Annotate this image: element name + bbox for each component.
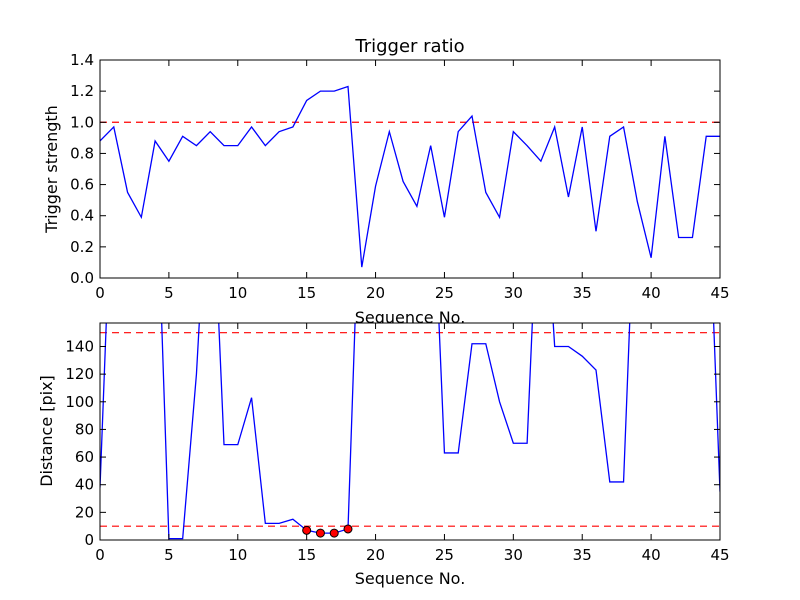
top-y-axis-label: Trigger strength xyxy=(42,105,61,234)
top-x-tick-label-6: 30 xyxy=(504,284,523,302)
bot-highlight-point-3 xyxy=(343,524,353,534)
top-y-tick-label-5: 1.0 xyxy=(70,113,94,131)
bot-x-tick-label-8: 40 xyxy=(642,546,661,564)
bottom-series-group xyxy=(100,323,720,540)
bot-x-tick-label-4: 20 xyxy=(366,546,385,564)
top-y-tick-label-0: 0.0 xyxy=(70,269,94,287)
bot-y-tick-label-5: 100 xyxy=(65,393,94,411)
top-y-tick-label-1: 0.2 xyxy=(70,238,94,256)
top-series-group xyxy=(100,85,720,268)
top-y-tick-label-6: 1.2 xyxy=(70,82,94,100)
bot-x-tick-label-7: 35 xyxy=(573,546,592,564)
bottom-plot-area xyxy=(100,323,720,540)
bot-y-tick-label-6: 120 xyxy=(65,365,94,383)
top-y-tick-label-3: 0.6 xyxy=(70,176,94,194)
bot-x-tick-label-6: 30 xyxy=(504,546,523,564)
bot-y-tick-label-3: 60 xyxy=(75,448,94,466)
bot-x-tick-label-9: 45 xyxy=(710,546,729,564)
top-x-tick-label-0: 0 xyxy=(95,284,105,302)
top-x-tick-label-9: 45 xyxy=(710,284,729,302)
top-x-tick-label-3: 15 xyxy=(297,284,316,302)
bottom-y-ticks: 0 20 40 60 80 100 120 140 xyxy=(65,337,720,549)
top-x-tick-label-1: 5 xyxy=(164,284,174,302)
bot-highlight-point-2 xyxy=(329,528,339,538)
top-y-tick-label-4: 0.8 xyxy=(70,144,94,162)
bot-y-tick-label-4: 80 xyxy=(75,420,94,438)
top-plot-area xyxy=(100,60,720,278)
top-y-tick-label-2: 0.4 xyxy=(70,207,94,225)
bot-x-tick-label-3: 15 xyxy=(297,546,316,564)
top-x-tick-label-4: 20 xyxy=(366,284,385,302)
top-x-tick-label-8: 40 xyxy=(642,284,661,302)
bottom-x-ticks: 0 5 10 15 20 25 30 35 40 45 xyxy=(95,323,730,564)
bot-x-tick-label-2: 10 xyxy=(228,546,247,564)
top-y-tick-label-7: 1.4 xyxy=(70,51,94,69)
bot-y-tick-label-1: 20 xyxy=(75,503,94,521)
bottom-axes-frame xyxy=(99,322,721,541)
trigger-ratio-chart: Trigger ratio 0 5 10 15 20 25 30 35 40 45 0.00.20… xyxy=(42,36,730,327)
bot-x-tick-label-5: 25 xyxy=(435,546,454,564)
bot-x-tick-label-1: 5 xyxy=(164,546,174,564)
bottom-threshold-lines xyxy=(100,332,720,527)
bot-x-tick-label-0: 0 xyxy=(95,546,105,564)
bot-highlight-point-1 xyxy=(315,528,325,538)
top-x-axis-label: Sequence No. xyxy=(355,308,466,327)
top-x-tick-label-7: 35 xyxy=(573,284,592,302)
bot-y-tick-label-7: 140 xyxy=(65,337,94,355)
top-axes-frame xyxy=(99,59,721,279)
bot-series-line-0 xyxy=(100,323,720,540)
top-x-tick-label-5: 25 xyxy=(435,284,454,302)
distance-chart: 0 5 10 15 20 25 30 35 40 45 0 20 40 60 80 100 120 140 Se… xyxy=(37,322,730,588)
bot-y-tick-label-2: 40 xyxy=(75,476,94,494)
bot-highlight-point-0 xyxy=(302,525,312,535)
top-series-line-0 xyxy=(100,85,720,268)
bottom-y-axis-label: Distance [pix] xyxy=(37,375,56,487)
top-x-tick-label-2: 10 xyxy=(228,284,247,302)
top-x-ticks: 0 5 10 15 20 25 30 35 40 45 xyxy=(95,60,730,302)
top-chart-title: Trigger ratio xyxy=(354,36,464,57)
bot-y-tick-label-0: 0 xyxy=(84,531,94,549)
top-y-ticks: 0.0 0.2 0.4 0.6 0.8 1.0 1.2 1.4 xyxy=(70,51,720,287)
bottom-x-axis-label: Sequence No. xyxy=(355,569,466,588)
